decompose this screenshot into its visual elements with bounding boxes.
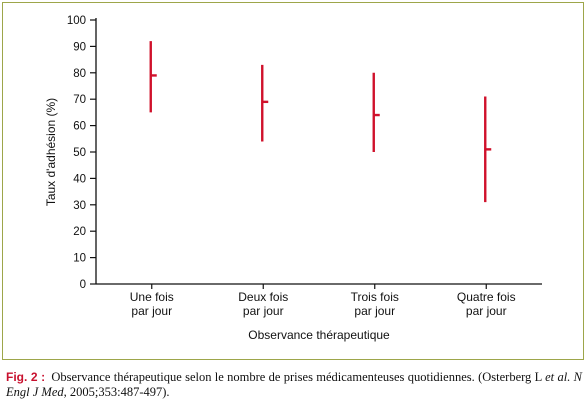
y-tick-label: 40: [73, 173, 86, 185]
x-category-label: Trois fois: [351, 290, 399, 304]
x-category-label: par jour: [354, 304, 395, 318]
y-tick-label: 60: [73, 121, 86, 133]
x-category-label: Une fois: [130, 290, 174, 304]
x-axis-title: Observance thérapeutique: [248, 328, 390, 342]
citation-prefix: (Osterberg L: [478, 370, 546, 384]
y-tick-label: 70: [73, 94, 86, 106]
y-tick-label: 80: [73, 68, 86, 80]
y-tick-label: 100: [67, 15, 86, 27]
x-category-label: par jour: [131, 304, 172, 318]
y-tick-label: 20: [73, 226, 86, 238]
y-axis-title: Taux d'adhésion (%): [44, 98, 58, 206]
x-category-label: par jour: [466, 304, 507, 318]
caption-text: Observance thérapeutique selon le nombre…: [51, 370, 475, 384]
x-category-label: par jour: [243, 304, 284, 318]
y-tick-label: 50: [73, 147, 86, 159]
y-tick-label: 0: [80, 279, 86, 291]
y-tick-label: 30: [73, 200, 86, 212]
x-category-label: Quatre fois: [457, 290, 516, 304]
chart: 0 10 20 30 40 50 60 70 80 90 100 Taux d'adhésion (%…: [44, 15, 542, 342]
y-tick-label: 90: [73, 41, 86, 53]
citation-suffix: , 2005;353:487-497).: [63, 385, 170, 399]
figure-label: Fig. 2 :: [6, 370, 46, 384]
figure-caption: Fig. 2 : Observance thérapeutique selon …: [6, 370, 582, 400]
citation-italic: et al. N Engl J Med: [6, 370, 582, 399]
figure-frame: [2, 2, 584, 360]
x-category-label: Deux fois: [238, 290, 288, 304]
y-tick-label: 10: [73, 253, 86, 265]
